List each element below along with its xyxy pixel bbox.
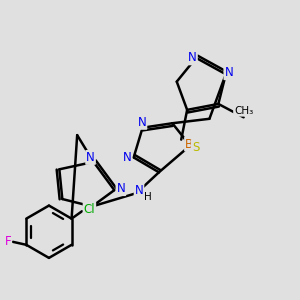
Text: N: N — [86, 151, 95, 164]
Text: N: N — [116, 182, 125, 195]
Text: Br: Br — [185, 138, 198, 151]
Text: N: N — [135, 184, 143, 196]
Text: N: N — [188, 51, 197, 64]
Text: H: H — [144, 192, 152, 202]
Text: F: F — [4, 235, 11, 248]
Text: N: N — [224, 66, 233, 79]
Text: CH₃: CH₃ — [234, 106, 253, 116]
Text: S: S — [192, 140, 199, 154]
Text: Cl: Cl — [84, 202, 95, 216]
Text: N: N — [123, 151, 131, 164]
Text: N: N — [138, 116, 146, 129]
